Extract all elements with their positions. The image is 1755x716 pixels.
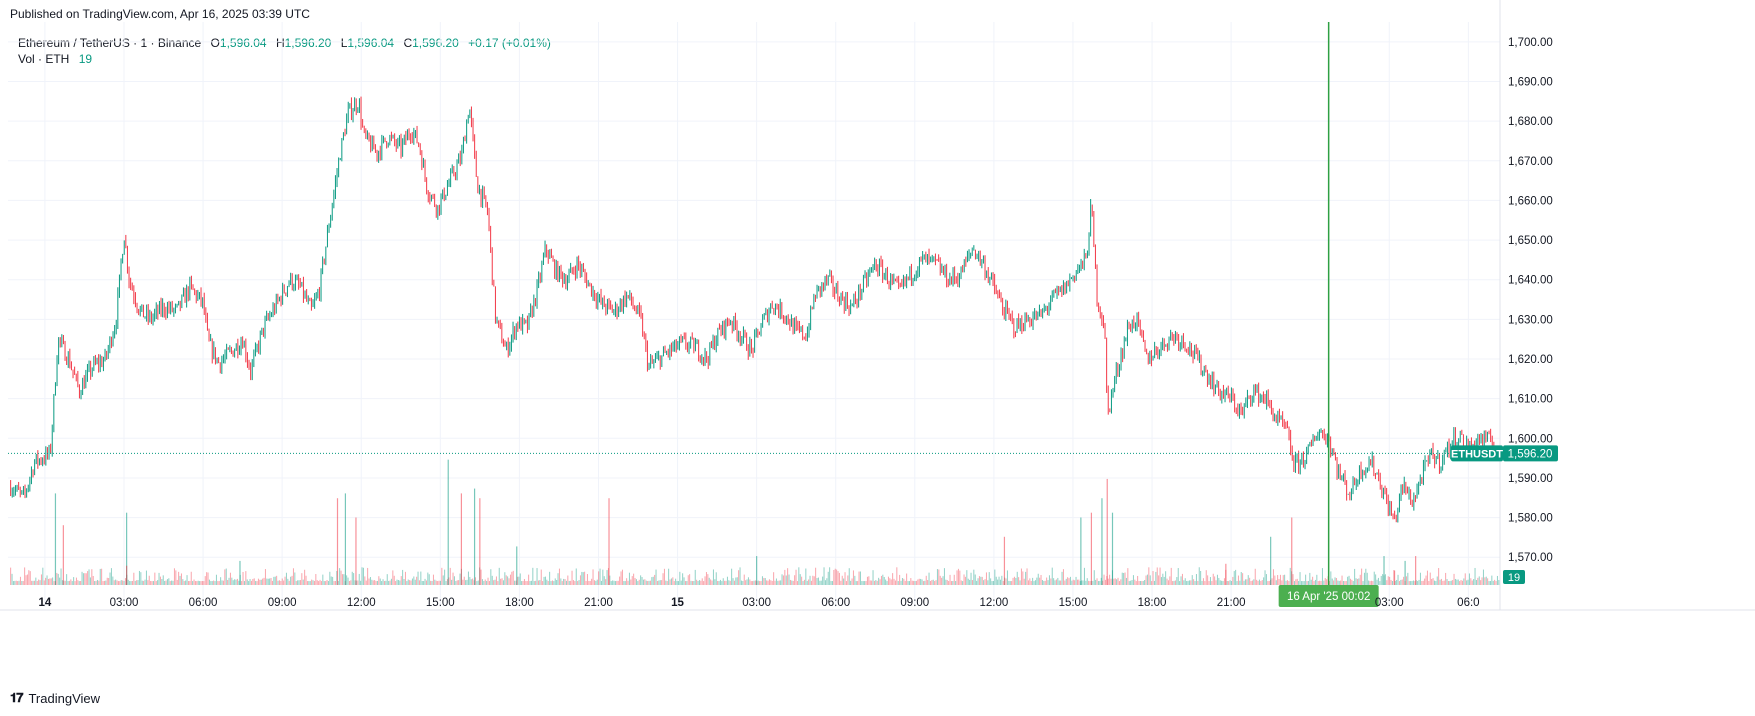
price-tick-label: 1,680.00 <box>1508 116 1553 128</box>
volume-bars <box>10 459 1500 585</box>
price-tag-symbol: ETHUSDT <box>1451 448 1503 460</box>
time-tick-label: 12:00 <box>347 597 376 609</box>
price-axis: 1,570.00 1,580.00 1,590.00 1,600.00 1,610.00… <box>1508 37 1553 564</box>
time-tick-label: 15:00 <box>426 597 455 609</box>
legend-row-volume: Vol · ETH 19 <box>18 51 551 67</box>
price-tick-label: 1,630.00 <box>1508 314 1553 326</box>
legend-change: +0.17 (+0.01%) <box>468 36 551 50</box>
price-tick-label: 1,700.00 <box>1508 37 1553 49</box>
legend-volume-label[interactable]: Vol · ETH <box>18 52 70 66</box>
legend-symbol[interactable]: Ethereum / TetherUS · 1 · Binance <box>18 36 202 50</box>
time-tick-label: 06:00 <box>821 597 850 609</box>
price-tick-label: 1,580.00 <box>1508 513 1553 525</box>
price-tag-symbol-bg <box>1451 445 1503 462</box>
time-tick-label: 09:00 <box>900 597 929 609</box>
legend-high-value: 1,596.20 <box>284 36 332 50</box>
legend-open-value: 1,596.04 <box>219 36 267 50</box>
legend-low-label: L <box>340 36 348 50</box>
volume-tag-bg <box>1503 570 1525 584</box>
price-tick-label: 1,620.00 <box>1508 354 1553 366</box>
crosshair-time-label: 16 Apr '25 00:02 <box>1287 591 1370 603</box>
time-tick-label: 06:00 <box>189 597 218 609</box>
legend-row-price: Ethereum / TetherUS · 1 · Binance O1,596… <box>18 35 551 51</box>
time-tick-label: 21:00 <box>584 597 613 609</box>
time-tick-label: 15 <box>671 597 684 609</box>
time-tick-label: 21:00 <box>1217 597 1246 609</box>
crosshair-time-bg <box>1278 585 1379 607</box>
time-tick-label: 03:00 <box>742 597 771 609</box>
legend-high-label: H <box>275 36 285 50</box>
chart-legend: Ethereum / TetherUS · 1 · Binance O1,596… <box>18 35 551 67</box>
time-tick-label: 14 <box>39 597 52 609</box>
price-tag-value: 1,596.20 <box>1508 448 1553 460</box>
time-tick-label: 15:00 <box>1059 597 1088 609</box>
time-tick-label: 06:0 <box>1457 597 1479 609</box>
price-tag-value-bg <box>1503 445 1558 462</box>
legend-open-label: O <box>210 36 220 50</box>
time-tick-label: 03:00 <box>110 597 139 609</box>
legend-close-label: C <box>403 36 413 50</box>
legend-volume-value: 19 <box>78 52 93 66</box>
price-tick-label: 1,640.00 <box>1508 275 1553 287</box>
tradingview-logo-icon: 𝟏𝟕 <box>10 690 24 705</box>
time-axis: 14 03:00 06:00 09:00 12:00 15:00 18:00 21:00 15 0… <box>39 597 1480 609</box>
price-tick-label: 1,660.00 <box>1508 195 1553 207</box>
time-tick-label: 12:00 <box>979 597 1008 609</box>
price-tick-label: 1,590.00 <box>1508 473 1553 485</box>
legend-low-value: 1,596.04 <box>347 36 395 50</box>
time-tick-label: 18:00 <box>505 597 534 609</box>
chart-overlays: ETHUSDT 1,596.20 19 16 Apr '25 00:02 <box>8 22 1558 607</box>
price-tick-label: 1,600.00 <box>1508 433 1553 445</box>
volume-tag: 19 <box>1508 572 1520 584</box>
footer-brand: 𝟏𝟕 TradingView <box>10 690 100 706</box>
price-tick-label: 1,690.00 <box>1508 76 1553 88</box>
time-tick-label: 03:00 <box>1375 597 1404 609</box>
chart-grid <box>0 0 1755 611</box>
price-tick-label: 1,650.00 <box>1508 235 1553 247</box>
time-tick-label: 18:00 <box>1138 597 1167 609</box>
legend-close-value: 1,596.20 <box>412 36 459 50</box>
candles <box>10 96 1500 523</box>
price-tick-label: 1,610.00 <box>1508 394 1553 406</box>
price-tick-label: 1,570.00 <box>1508 552 1553 564</box>
published-text: Published on TradingView.com, Apr 16, 20… <box>10 7 310 21</box>
price-tick-label: 1,670.00 <box>1508 156 1553 168</box>
time-tick-label: 09:00 <box>268 597 297 609</box>
footer-brand-text: TradingView <box>28 690 101 706</box>
